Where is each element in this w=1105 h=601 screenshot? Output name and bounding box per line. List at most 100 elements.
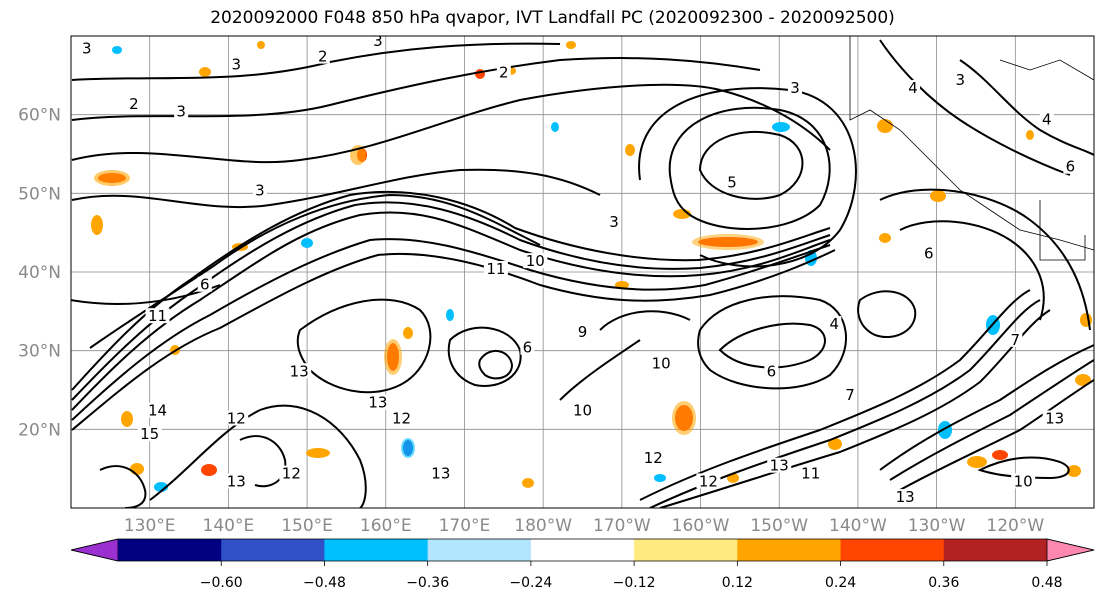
ivt-contours [71, 36, 1094, 508]
contour-label-bg [197, 276, 212, 292]
contour-label: 2 [129, 95, 139, 113]
contour-label: 2 [318, 48, 328, 66]
colorbar-segment [118, 539, 222, 561]
contour-label: 5 [727, 173, 737, 191]
longitude-label: 140°E [203, 516, 255, 536]
longitude-label: 130°W [908, 516, 966, 536]
contour-label-bg [483, 261, 508, 276]
contour-label-bg [953, 72, 968, 88]
contour-label: 13 [1045, 409, 1064, 427]
contour-label-bg [570, 402, 595, 418]
colorbar-tick-label: −0.48 [303, 575, 346, 591]
contour-label: 3 [955, 71, 965, 89]
contour-label: 10 [1014, 472, 1033, 490]
contour-label: 13 [227, 472, 246, 490]
latitude-label: 60°N [18, 106, 61, 126]
contour-label: 10 [573, 402, 592, 420]
contour-label-bg [1008, 331, 1023, 347]
contour-label-bg [520, 339, 535, 355]
contour-label: 12 [644, 449, 663, 467]
contour-label: 3 [609, 213, 619, 231]
contour-label: 13 [368, 394, 387, 412]
contour-label-bg [287, 363, 312, 379]
contour-label-bg [145, 308, 170, 324]
latitude-labels: 60°N 50°N 40°N 30°N 20°N [18, 106, 61, 441]
contour-label: 4 [1042, 111, 1052, 129]
contour-label-bg [798, 465, 823, 481]
contour-label: 11 [486, 260, 505, 278]
contour-label: 12 [227, 409, 246, 427]
latitude-label: 50°N [18, 184, 61, 204]
contour-label: 3 [82, 40, 92, 58]
longitude-label: 130°E [124, 516, 176, 536]
contour-label: 4 [830, 315, 840, 333]
contour-label-bg [827, 316, 842, 332]
contour-label-bg [1011, 473, 1036, 489]
contour-label: 3 [176, 103, 186, 121]
contour-label-bg [145, 402, 170, 418]
contour-label: 3 [373, 32, 383, 50]
longitude-label: 180°W [514, 516, 572, 536]
colorbar-min-extend [70, 538, 119, 562]
colorbar-segment [840, 539, 945, 561]
contour-label: 9 [578, 323, 588, 341]
contour-label-bg [575, 323, 590, 339]
contour-label: 3 [255, 181, 265, 199]
contour-label-bg [174, 103, 189, 119]
contour-label: 12 [282, 465, 301, 483]
contour-label-bg [767, 457, 792, 473]
contour-label-bg [224, 410, 249, 426]
contour-label: 6 [924, 244, 934, 262]
colorbar-segment [221, 539, 325, 561]
colorbar-outline [70, 538, 1095, 562]
contour-label: 6 [767, 362, 777, 380]
contour-label-bg [496, 64, 511, 80]
contour-label-bg [224, 473, 249, 489]
contour-label: 13 [431, 465, 450, 483]
contour-label: 12 [699, 472, 718, 490]
contour-label: 10 [652, 354, 671, 372]
contour-label-bg [725, 174, 740, 190]
contour-label-bg [79, 40, 94, 56]
colorbar-segment [737, 539, 842, 561]
contour-label-bg [229, 56, 244, 72]
contour-label: 11 [801, 465, 820, 483]
contour-label: 7 [1011, 331, 1021, 349]
colorbar-segment [634, 539, 738, 561]
latitude-label: 30°N [18, 342, 61, 362]
contour-label-bg [1039, 111, 1054, 127]
colorbar-tick-label: −0.24 [509, 575, 552, 591]
contour-label-bg [696, 473, 721, 489]
contour-label-bg [906, 80, 921, 96]
contour-label-bg [1042, 410, 1067, 426]
contour-label: 15 [140, 425, 159, 443]
contour-label-bg [649, 355, 674, 371]
colorbar-tick-label: 0.12 [722, 575, 753, 591]
contour-label: 3 [790, 79, 800, 97]
contour-label-bg [893, 489, 918, 505]
colorbar-segment [530, 539, 635, 561]
colorbar-tick-label: 0.36 [928, 575, 959, 591]
gridlines [71, 36, 1094, 508]
contour-label-bg [764, 363, 779, 379]
longitude-label: 120°W [986, 516, 1044, 536]
longitude-label: 150°E [281, 516, 333, 536]
colorbar-tick-labels: −0.60 −0.48 −0.36 −0.24 −0.12 0.12 0.24 0.36 0.4… [200, 561, 1063, 591]
contour-label-bg [370, 36, 385, 48]
longitude-label: 160°E [360, 516, 412, 536]
contour-label: 13 [770, 457, 789, 475]
contour-label-bg [137, 426, 162, 442]
contour-label-bg [1063, 158, 1078, 174]
latitude-label: 20°N [18, 420, 61, 440]
contour-label: 6 [523, 339, 533, 357]
contour-label-bg [921, 245, 936, 261]
moisture-anomaly-fills [91, 41, 1092, 492]
colorbar-segment [324, 539, 429, 561]
colorbar-segment [943, 539, 1048, 561]
contour-label-bg [315, 48, 330, 64]
colorbar-tick-label: −0.12 [613, 575, 656, 591]
contour-label: 12 [392, 409, 411, 427]
colorbar-segment [427, 539, 532, 561]
